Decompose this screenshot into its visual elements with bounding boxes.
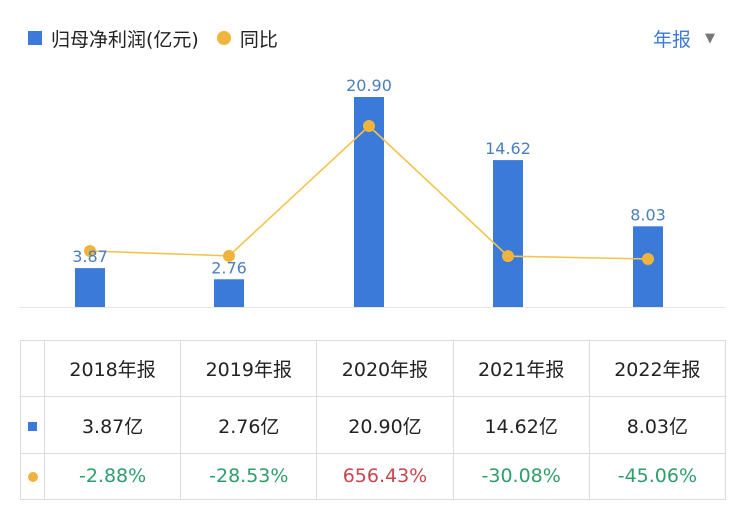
yoy-point: [363, 120, 375, 132]
yoy-cell: 656.43%: [316, 452, 454, 501]
bar-value-label: 2.76: [211, 258, 247, 277]
profit-cell: 2.76亿: [180, 396, 318, 454]
bar-value-label: 20.90: [346, 76, 392, 95]
bar-legend-label: 归母净利润(亿元): [51, 28, 199, 51]
table-header-cell: 2022年报: [588, 339, 727, 398]
bar-legend-swatch: [28, 31, 42, 45]
line-legend-swatch: [216, 31, 231, 45]
table-header-cell: 2020年报: [316, 339, 454, 398]
yoy-row-marker-cell: [20, 452, 45, 501]
profit-bar: [493, 160, 523, 307]
chart-legend: 归母净利润(亿元) 同比: [28, 20, 278, 56]
line-legend-label: 同比: [239, 28, 278, 51]
profit-cell: 8.03亿: [588, 396, 727, 454]
bar-value-label: 3.87: [72, 247, 108, 266]
profit-row-marker-cell: [20, 396, 45, 454]
profit-cell: 14.62亿: [452, 396, 590, 454]
chevron-down-icon: ▼: [705, 30, 715, 46]
line-series-marker-icon: [27, 472, 38, 483]
table-row-profit: 3.87亿 2.76亿 20.90亿 14.62亿 8.03亿: [20, 396, 727, 454]
data-table: 2018年报 2019年报 2020年报 2021年报 2022年报 3.87亿…: [20, 339, 727, 501]
yoy-cell: -2.88%: [43, 452, 182, 501]
yoy-point: [84, 245, 96, 258]
yoy-point: [502, 250, 514, 263]
yoy-cell: -45.06%: [588, 452, 727, 501]
table-header-row: 2018年报 2019年报 2020年报 2021年报 2022年报: [20, 339, 727, 398]
bar-value-label: 8.03: [630, 205, 666, 224]
yoy-point: [642, 253, 654, 265]
table-header-cell: 2018年报: [43, 339, 182, 398]
profit-bar: [75, 268, 105, 307]
profit-cell: 20.90亿: [316, 396, 454, 454]
table-header-cell: 2019年报: [180, 339, 318, 398]
profit-bar: [214, 279, 244, 307]
table-header-cell: 2021年报: [452, 339, 590, 398]
yoy-cell: -30.08%: [452, 452, 590, 501]
bar-value-label: 14.62: [485, 139, 531, 158]
table-corner-cell: [20, 339, 45, 398]
profit-chart: 3.87 2.76 20.90 14.62 8.03: [20, 76, 726, 308]
bar-series-marker-icon: [28, 422, 37, 432]
profit-bar: [633, 226, 663, 307]
table-row-yoy: -2.88% -28.53% 656.43% -30.08% -45.06%: [20, 452, 727, 501]
yoy-point: [223, 249, 235, 262]
period-selector-label: 年报: [652, 28, 691, 51]
yoy-cell: -28.53%: [180, 452, 318, 501]
profit-cell: 3.87亿: [43, 396, 182, 454]
period-selector[interactable]: 年报 ▼: [653, 22, 715, 54]
